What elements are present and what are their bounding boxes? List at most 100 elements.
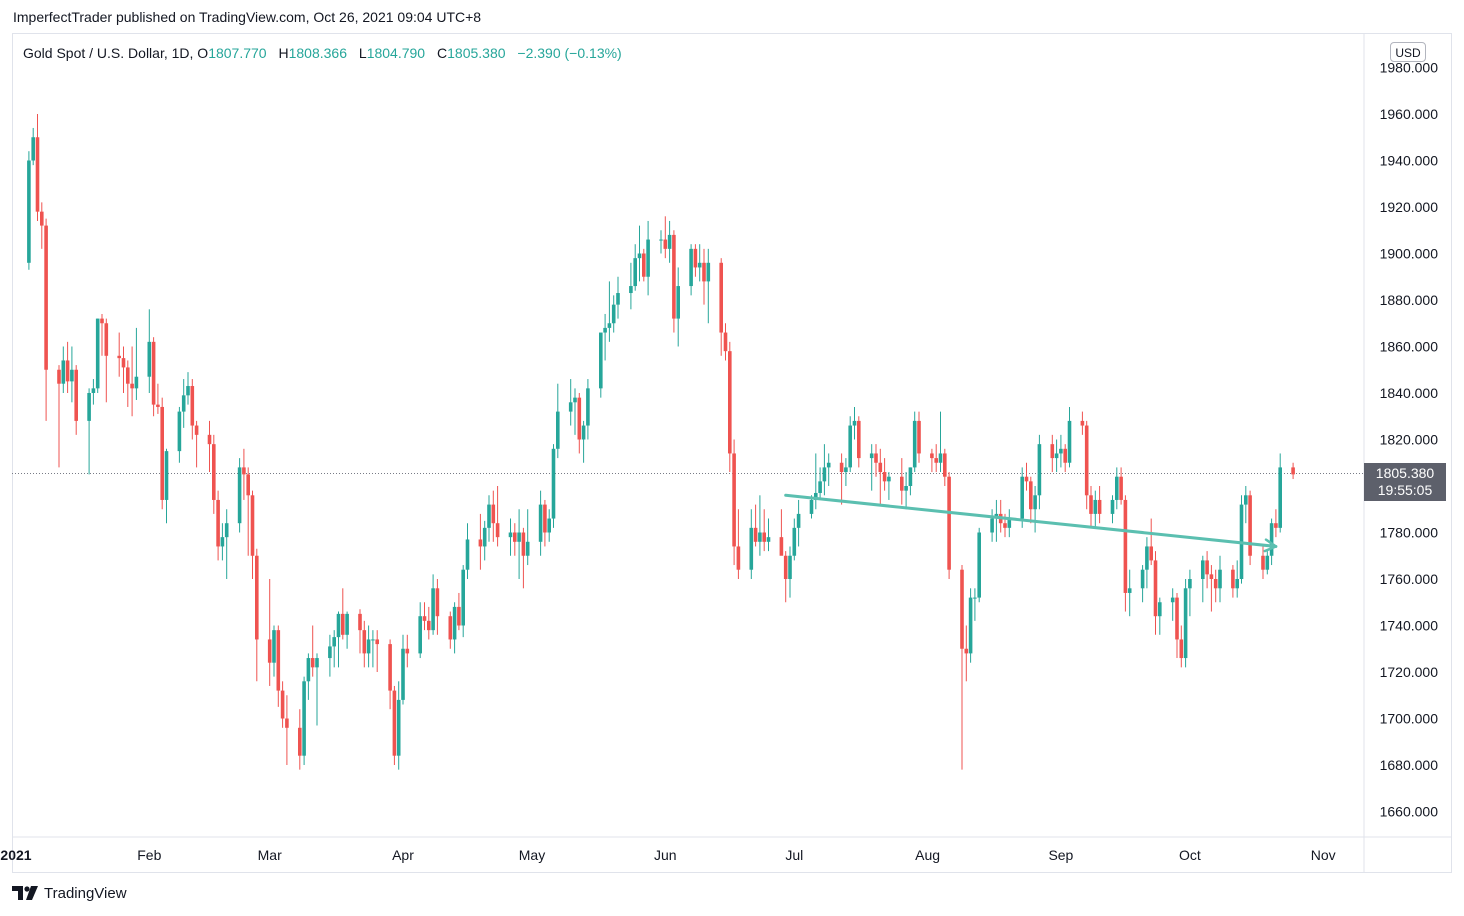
candle-body <box>697 262 702 268</box>
candle <box>190 379 195 440</box>
candle-body <box>1209 574 1214 579</box>
candle-body <box>1153 560 1158 617</box>
candle <box>706 248 711 324</box>
candle-body <box>405 648 410 654</box>
candle <box>1050 434 1055 473</box>
candle-body <box>1119 476 1123 500</box>
candle <box>371 630 375 668</box>
candle <box>482 520 487 561</box>
candle-body <box>973 597 977 599</box>
candle-body <box>186 386 190 396</box>
candle-body <box>134 376 139 389</box>
candle-body <box>904 486 908 491</box>
candle <box>517 509 521 579</box>
candle <box>1175 592 1179 659</box>
candle-body <box>1007 518 1012 528</box>
candle-body <box>586 388 590 426</box>
candle <box>1110 495 1115 524</box>
y-tick-label: 1680.000 <box>1380 757 1439 773</box>
candle <box>362 620 367 668</box>
candle-body <box>246 474 250 496</box>
candle-body <box>418 616 422 654</box>
candle <box>121 346 126 393</box>
candle <box>525 509 530 566</box>
candle-body <box>267 639 272 663</box>
candle-body <box>1123 499 1128 593</box>
candle-body <box>375 639 379 645</box>
candle-body <box>1248 495 1252 556</box>
candle <box>1231 565 1235 598</box>
candle-body <box>1274 523 1278 528</box>
y-tick-label: 1920.000 <box>1380 199 1439 215</box>
candle-body <box>310 658 315 668</box>
candle <box>31 127 35 166</box>
candle <box>1201 555 1205 603</box>
candle-body <box>852 420 857 426</box>
candle <box>461 565 465 638</box>
candle-body <box>788 555 792 579</box>
candle <box>1265 551 1270 575</box>
candle <box>1269 518 1274 566</box>
candle <box>285 695 289 765</box>
candle-body <box>242 467 246 475</box>
candle-body <box>255 555 259 640</box>
candle-body <box>74 369 78 421</box>
candle <box>207 420 212 473</box>
currency-button[interactable]: USD <box>1390 42 1426 62</box>
candle-body <box>551 448 556 519</box>
candle <box>904 472 908 510</box>
ohlc-legend: Gold Spot / U.S. Dollar, 1D, O1807.770 H… <box>23 45 622 61</box>
candle <box>220 523 225 561</box>
x-tick-label: Nov <box>1311 847 1336 863</box>
candle <box>401 634 405 705</box>
candle <box>487 495 491 542</box>
trendline[interactable] <box>784 493 1278 548</box>
candle-body <box>280 690 285 719</box>
candle <box>1244 486 1248 524</box>
candle <box>134 327 139 400</box>
candle-body <box>1140 569 1145 589</box>
candle <box>603 313 607 361</box>
candle <box>616 276 620 319</box>
x-tick-label: Mar <box>258 847 282 863</box>
open-value: 1807.770 <box>208 45 267 61</box>
trendline-arrow[interactable] <box>784 493 1278 553</box>
candle-body <box>822 467 827 482</box>
candle-body <box>667 234 672 249</box>
candle <box>779 509 784 556</box>
candle <box>1097 486 1102 524</box>
y-tick-label: 1960.000 <box>1380 106 1439 122</box>
candle <box>392 685 397 765</box>
candle-body <box>758 532 762 542</box>
candle-body <box>91 388 96 393</box>
candle-body <box>882 472 887 482</box>
candle-body <box>1003 523 1007 528</box>
publisher-line: ImperfectTrader published on TradingView… <box>13 9 482 25</box>
trendline-arrowhead <box>1263 538 1278 553</box>
candle-body <box>762 532 766 542</box>
candle <box>874 444 878 477</box>
candle <box>611 295 616 333</box>
candle <box>388 639 392 710</box>
candle <box>250 490 255 579</box>
candle <box>156 383 160 414</box>
candle-body <box>224 523 229 538</box>
candle-body <box>814 492 818 500</box>
tradingview-brand[interactable]: TradingView <box>12 884 127 902</box>
candle-body <box>177 411 182 452</box>
candle-body <box>960 569 964 649</box>
candle-body <box>573 397 577 403</box>
candle-body <box>968 597 973 654</box>
candle <box>74 365 78 435</box>
candle-body <box>1033 495 1037 510</box>
candle <box>1123 495 1128 612</box>
candle <box>857 416 861 468</box>
candle <box>960 565 964 770</box>
candle-body <box>753 527 758 542</box>
candle <box>1084 420 1089 510</box>
candle <box>465 523 470 579</box>
candle-body <box>160 406 164 500</box>
candle <box>1037 434 1042 510</box>
candle-body <box>1067 420 1072 463</box>
